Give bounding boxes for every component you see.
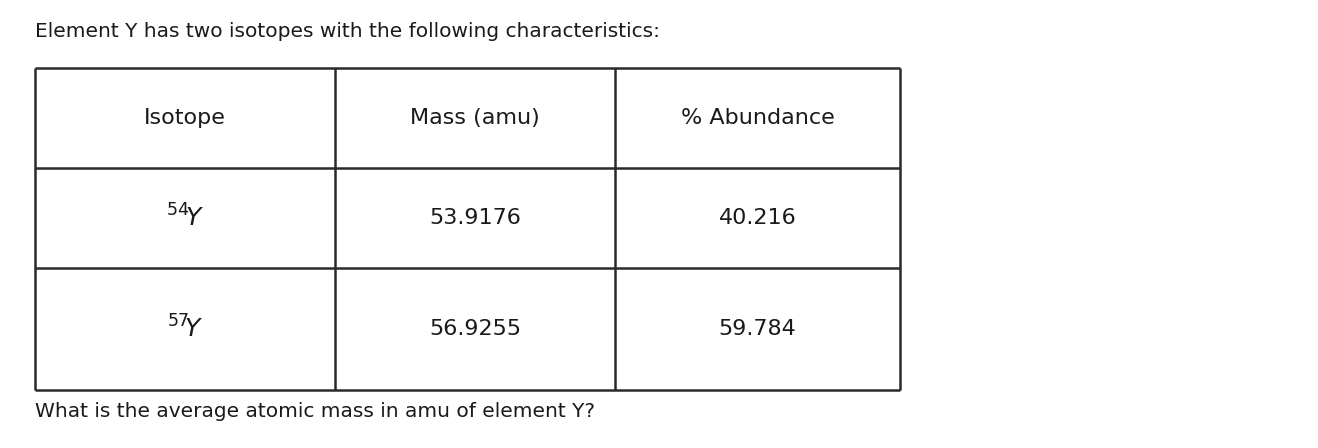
Text: What is the average atomic mass in amu of element Y?: What is the average atomic mass in amu o… bbox=[36, 402, 594, 421]
Text: $^{54}\!\mathit{Y}$: $^{54}\!\mathit{Y}$ bbox=[166, 204, 204, 232]
Text: 40.216: 40.216 bbox=[718, 208, 796, 228]
Text: % Abundance: % Abundance bbox=[680, 108, 834, 128]
Text: Element Y has two isotopes with the following characteristics:: Element Y has two isotopes with the foll… bbox=[36, 22, 660, 41]
Text: 53.9176: 53.9176 bbox=[430, 208, 521, 228]
Text: $^{57}\!\mathit{Y}$: $^{57}\!\mathit{Y}$ bbox=[166, 315, 203, 343]
Text: 59.784: 59.784 bbox=[718, 319, 796, 339]
Text: Isotope: Isotope bbox=[144, 108, 225, 128]
Text: Mass (amu): Mass (amu) bbox=[410, 108, 540, 128]
Text: 56.9255: 56.9255 bbox=[428, 319, 521, 339]
